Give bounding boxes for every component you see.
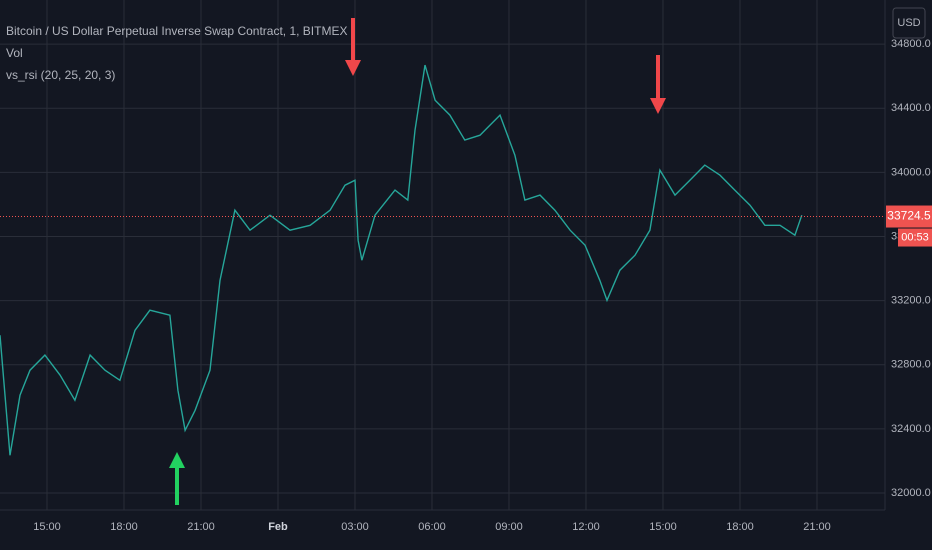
arrow-up (169, 452, 185, 505)
plot (0, 64, 885, 456)
y-tick-label: 34400.0 (891, 102, 931, 114)
x-tick-label: 18:00 (726, 521, 754, 533)
countdown-box (898, 228, 932, 247)
y-tick-label: 32400.0 (891, 423, 931, 435)
x-tick-label: 21:00 (187, 521, 215, 533)
y-axis-label: USD (897, 17, 920, 29)
x-tick-label: 15:00 (33, 521, 61, 533)
last-price-label: 33724.5 (887, 209, 931, 223)
x-tick-label: Feb (268, 521, 288, 533)
arrow-down (345, 18, 361, 76)
currency-box[interactable] (892, 7, 926, 39)
grid (0, 0, 885, 510)
x-tick-label: 12:00 (572, 521, 600, 533)
y-tick-label: 34000.0 (891, 166, 931, 178)
x-tick-label: 06:00 (418, 521, 446, 533)
y-tick-label: 32800.0 (891, 359, 931, 371)
countdown: 00:53 (901, 231, 929, 243)
arrow-down (650, 55, 666, 114)
x-tick-label: 03:00 (341, 521, 369, 533)
indicator: vs_rsi (20, 25, 20, 3) (6, 68, 115, 82)
x-tick-label: 18:00 (110, 521, 138, 533)
chart-title: Bitcoin / US Dollar Perpetual Inverse Sw… (6, 24, 347, 38)
last-price-box (886, 205, 932, 228)
price-line (0, 64, 803, 456)
x-tick-label: 15:00 (649, 521, 677, 533)
y-tick-label: 32000.0 (891, 487, 931, 499)
indicator: Vol (6, 46, 23, 60)
x-tick-label: 21:00 (803, 521, 831, 533)
x-tick-label: 09:00 (495, 521, 523, 533)
y-tick-label: 34800.0 (891, 38, 931, 50)
y-tick-label: 33200.0 (891, 295, 931, 307)
